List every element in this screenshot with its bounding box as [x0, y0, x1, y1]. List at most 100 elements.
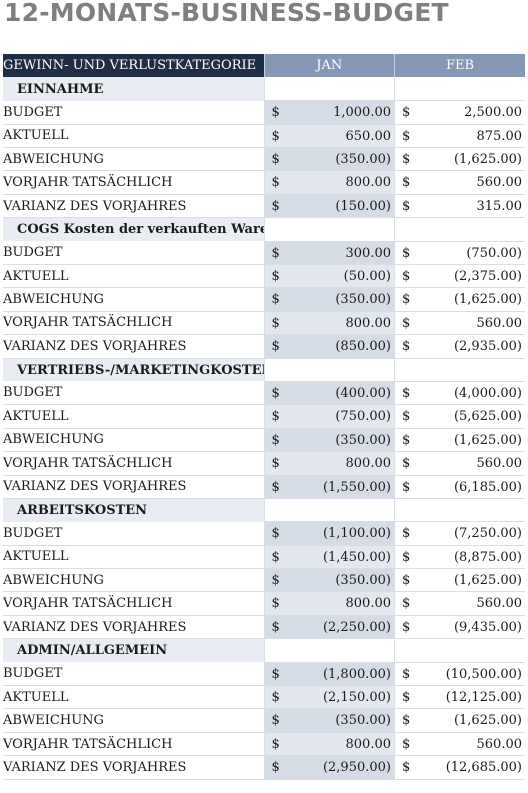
row-label[interactable]: AKTUELL: [3, 685, 265, 710]
cell-jan[interactable]: $ (350.00): [263, 708, 395, 733]
row-label[interactable]: BUDGET: [3, 662, 265, 687]
row-label[interactable]: VARIANZ DES VORJAHRES: [3, 334, 265, 359]
section-title[interactable]: ARBEITSKOSTEN: [3, 498, 265, 522]
cell-jan[interactable]: $ (350.00): [263, 287, 395, 312]
cell-jan[interactable]: $ (50.00): [263, 264, 395, 289]
cell-feb[interactable]: $ (750.00): [394, 241, 525, 266]
cell-feb[interactable]: $ (1,625.00): [394, 428, 525, 453]
cell-feb[interactable]: $875.00: [394, 124, 525, 149]
row-label[interactable]: ABWEICHUNG: [3, 147, 265, 172]
cell-feb[interactable]: $ (8,875.00): [394, 545, 525, 570]
section-blank-cell[interactable]: [394, 638, 525, 663]
cell-feb[interactable]: $ (6,185.00): [394, 475, 525, 499]
cell-value: (2,375.00): [453, 269, 522, 285]
cell-feb[interactable]: $ (12,125.00): [394, 685, 525, 710]
cell-feb[interactable]: $560.00: [394, 170, 525, 195]
row-label[interactable]: AKTUELL: [3, 404, 265, 429]
cell-jan[interactable]: $ (2,250.00): [263, 615, 395, 640]
cell-feb[interactable]: $560.00: [394, 591, 525, 616]
cell-jan[interactable]: $650.00: [263, 124, 395, 149]
cell-feb[interactable]: $560.00: [394, 311, 525, 336]
row-label[interactable]: VARIANZ DES VORJAHRES: [3, 475, 265, 499]
cell-feb[interactable]: $ (1,625.00): [394, 287, 525, 312]
section-title[interactable]: VERTRIEBS-/MARKETINGKOSTEN: [3, 358, 265, 382]
row-label[interactable]: BUDGET: [3, 381, 265, 406]
section-blank-cell[interactable]: [263, 217, 395, 242]
header-month-jan[interactable]: JAN: [263, 54, 395, 78]
currency-symbol: $: [271, 385, 280, 401]
row-label[interactable]: VORJAHR TATSÄCHLICH: [3, 451, 265, 476]
currency-symbol: $: [402, 128, 411, 144]
header-month-feb[interactable]: FEB: [394, 54, 525, 78]
cell-feb[interactable]: $ (2,935.00): [394, 334, 525, 359]
cell-jan[interactable]: $ (1,450.00): [263, 545, 395, 570]
cell-feb[interactable]: $2,500.00: [394, 100, 525, 125]
cell-jan[interactable]: $800.00: [263, 170, 395, 195]
section-blank-cell[interactable]: [263, 77, 395, 102]
row-label[interactable]: VORJAHR TATSÄCHLICH: [3, 591, 265, 616]
cell-value: (9,435.00): [453, 619, 522, 635]
cell-jan[interactable]: $ (1,800.00): [263, 662, 395, 687]
cell-jan[interactable]: $ (750.00): [263, 404, 395, 429]
cell-jan[interactable]: $ (1,100.00): [263, 521, 395, 546]
cell-jan[interactable]: $1,000.00: [263, 100, 395, 125]
cell-feb[interactable]: $ (2,375.00): [394, 264, 525, 289]
cell-value: (150.00): [335, 198, 391, 214]
cell-jan[interactable]: $ (1,550.00): [263, 475, 395, 499]
cell-jan[interactable]: $ (850.00): [263, 334, 395, 359]
cell-jan[interactable]: $ (350.00): [263, 568, 395, 593]
table-row: VORJAHR TATSÄCHLICH $800.00 $560.00: [3, 591, 525, 616]
cell-feb[interactable]: $ (10,500.00): [394, 662, 525, 687]
cell-feb[interactable]: $ (1,625.00): [394, 708, 525, 733]
cell-jan[interactable]: $ (2,150.00): [263, 685, 395, 710]
cell-feb[interactable]: $315.00: [394, 194, 525, 219]
row-label[interactable]: VORJAHR TATSÄCHLICH: [3, 311, 265, 336]
cell-jan[interactable]: $ (2,950.00): [263, 755, 395, 780]
section-blank-cell[interactable]: [263, 638, 395, 663]
row-label[interactable]: BUDGET: [3, 100, 265, 125]
cell-jan[interactable]: $800.00: [263, 732, 395, 757]
row-label[interactable]: VARIANZ DES VORJAHRES: [3, 194, 265, 219]
cell-jan[interactable]: $ (400.00): [263, 381, 395, 406]
row-label[interactable]: VARIANZ DES VORJAHRES: [3, 615, 265, 640]
section-blank-cell[interactable]: [394, 498, 525, 523]
cell-feb[interactable]: $ (1,625.00): [394, 568, 525, 593]
cell-jan[interactable]: $800.00: [263, 451, 395, 476]
cell-feb[interactable]: $ (9,435.00): [394, 615, 525, 640]
section-title[interactable]: COGS Kosten der verkauften Waren: [3, 217, 265, 242]
cell-feb[interactable]: $ (12,685.00): [394, 755, 525, 780]
row-label[interactable]: VARIANZ DES VORJAHRES: [3, 755, 265, 780]
section-blank-cell[interactable]: [263, 358, 395, 382]
cell-jan[interactable]: $ (350.00): [263, 428, 395, 453]
cell-jan[interactable]: $ (350.00): [263, 147, 395, 172]
cell-jan[interactable]: $300.00: [263, 241, 395, 266]
cell-feb[interactable]: $560.00: [394, 451, 525, 476]
cell-feb[interactable]: $ (5,625.00): [394, 404, 525, 429]
row-label[interactable]: ABWEICHUNG: [3, 428, 265, 453]
row-label[interactable]: VORJAHR TATSÄCHLICH: [3, 732, 265, 757]
row-label[interactable]: VORJAHR TATSÄCHLICH: [3, 170, 265, 195]
row-label[interactable]: ABWEICHUNG: [3, 568, 265, 593]
row-label[interactable]: ABWEICHUNG: [3, 287, 265, 312]
row-label[interactable]: BUDGET: [3, 521, 265, 546]
row-label[interactable]: ABWEICHUNG: [3, 708, 265, 733]
section-blank-cell[interactable]: [394, 217, 525, 242]
cell-jan[interactable]: $ (150.00): [263, 194, 395, 219]
header-category[interactable]: GEWINN- UND VERLUSTKATEGORIE: [3, 54, 264, 78]
cell-jan[interactable]: $800.00: [263, 591, 395, 616]
row-label[interactable]: AKTUELL: [3, 545, 265, 570]
row-label[interactable]: BUDGET: [3, 241, 265, 266]
cell-jan[interactable]: $800.00: [263, 311, 395, 336]
row-label[interactable]: AKTUELL: [3, 264, 265, 289]
section-header-row: COGS Kosten der verkauften Waren: [3, 217, 525, 242]
section-blank-cell[interactable]: [263, 498, 395, 523]
section-title[interactable]: EINNAHME: [3, 77, 265, 101]
section-title[interactable]: ADMIN/ALLGEMEIN: [3, 638, 265, 663]
section-blank-cell[interactable]: [394, 77, 525, 102]
cell-feb[interactable]: $ (1,625.00): [394, 147, 525, 172]
row-label[interactable]: AKTUELL: [3, 124, 265, 149]
cell-feb[interactable]: $560.00: [394, 732, 525, 757]
cell-feb[interactable]: $ (4,000.00): [394, 381, 525, 406]
cell-feb[interactable]: $ (7,250.00): [394, 521, 525, 546]
section-blank-cell[interactable]: [394, 358, 525, 382]
